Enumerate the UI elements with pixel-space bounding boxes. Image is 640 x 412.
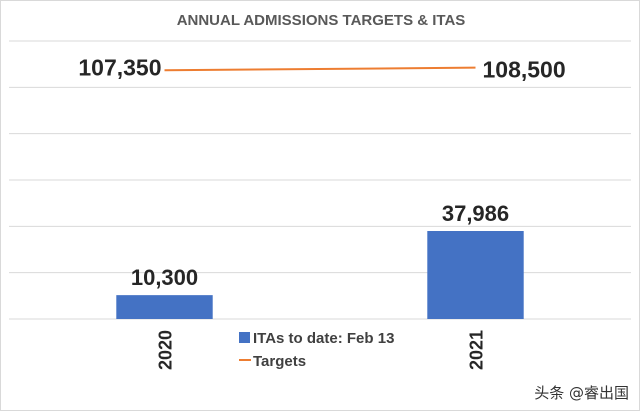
bar-2021 (427, 230, 524, 319)
bar-2020 (116, 295, 213, 319)
bar-label-2020: 10,300 (131, 265, 198, 290)
bar-series (116, 230, 524, 319)
watermark-text: 头条 @睿出国 (534, 384, 629, 402)
legend-label-targets: Targets (253, 353, 306, 370)
gridlines (9, 40, 631, 320)
x-axis-ticks: 2020 2021 (156, 330, 487, 370)
legend: ITAs to date: Feb 13 Targets (239, 330, 394, 370)
data-labels: 10,300 37,986 107,350 108,500 (78, 54, 565, 290)
target-label-2021: 108,500 (483, 57, 566, 83)
legend-swatch-itas (239, 332, 250, 343)
legend-label-itas: ITAs to date: Feb 13 (253, 330, 394, 347)
chart-title: ANNUAL ADMISSIONS TARGETS & ITAS (177, 12, 466, 29)
x-tick-2020: 2020 (156, 330, 176, 370)
bar-label-2021: 37,986 (442, 201, 509, 226)
targets-series (164, 66, 476, 72)
targets-line (164, 66, 476, 72)
x-tick-2021: 2021 (467, 330, 487, 370)
target-label-2020: 107,350 (78, 54, 161, 80)
